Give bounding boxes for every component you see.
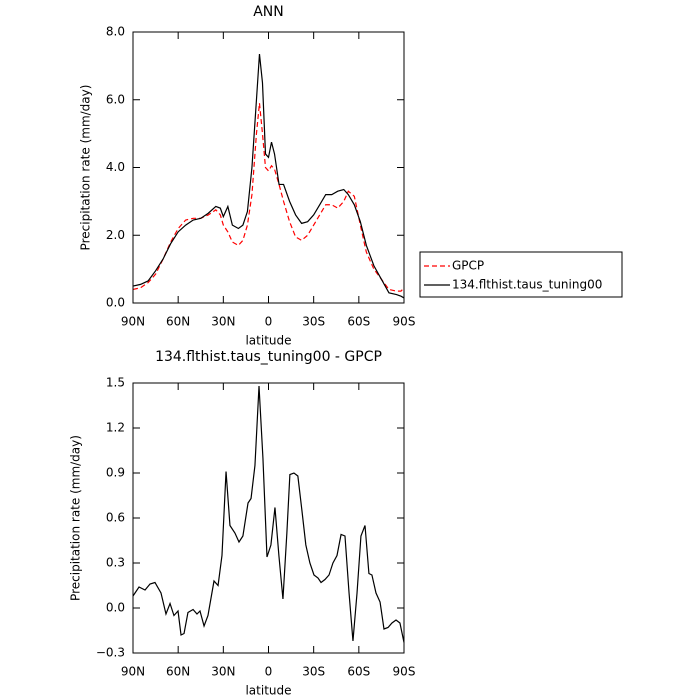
x-tick-label: 30S: [302, 665, 325, 679]
y-axis-label: Precipitation rate (mm/day): [79, 85, 93, 251]
x-tick-label: 30N: [211, 315, 235, 329]
plot-frame: [132, 31, 405, 304]
y-tick-label: −0.3: [96, 646, 125, 660]
x-tick-label: 90S: [393, 665, 416, 679]
x-tick-label: 60S: [347, 665, 370, 679]
y-tick-label: 1.5: [106, 376, 125, 390]
y-tick-label: 0.0: [106, 296, 125, 310]
panel: 134.flthist.taus_tuning00 - GPCP latitude…: [69, 349, 416, 698]
x-tick-label: 60N: [166, 315, 190, 329]
data-line: [132, 103, 405, 292]
y-tick-label: 0.6: [106, 511, 125, 525]
x-tick-label: 90N: [121, 665, 145, 679]
x-tick-label: 90N: [121, 315, 145, 329]
legend: GPCP 134.flthist.taus_tuning00: [419, 251, 623, 298]
y-tick-label: 0.0: [106, 601, 125, 615]
data-line: [132, 385, 405, 643]
x-tick-label: 60N: [166, 665, 190, 679]
x-tick-label: 90S: [393, 315, 416, 329]
y-tick-label: 8.0: [106, 25, 125, 39]
y-tick-label: 0.3: [106, 556, 125, 570]
y-axis-label: Precipitation rate (mm/day): [69, 435, 83, 601]
legend-box: [419, 251, 623, 298]
y-tick-label: 0.9: [106, 466, 125, 480]
x-axis-label: latitude: [245, 334, 291, 348]
x-axis-label: latitude: [245, 684, 291, 698]
legend-label: 134.flthist.taus_tuning00: [452, 278, 602, 292]
y-tick-label: 1.2: [106, 421, 125, 435]
plot-frame: [132, 382, 405, 654]
chart-title: 134.flthist.taus_tuning00 - GPCP: [155, 349, 382, 365]
y-tick-label: 2.0: [106, 228, 125, 242]
panel: ANN latitude Precipitation rate (mm/day) 0.…: [79, 4, 623, 348]
y-tick-label: 6.0: [106, 92, 125, 106]
x-tick-label: 0: [265, 665, 273, 679]
x-tick-label: 30S: [302, 315, 325, 329]
x-tick-label: 60S: [347, 315, 370, 329]
y-tick-label: 4.0: [106, 160, 125, 174]
legend-label: GPCP: [452, 259, 484, 273]
chart-title: ANN: [253, 4, 284, 20]
x-tick-label: 0: [265, 315, 273, 329]
x-tick-label: 30N: [211, 665, 235, 679]
data-line: [132, 53, 405, 299]
